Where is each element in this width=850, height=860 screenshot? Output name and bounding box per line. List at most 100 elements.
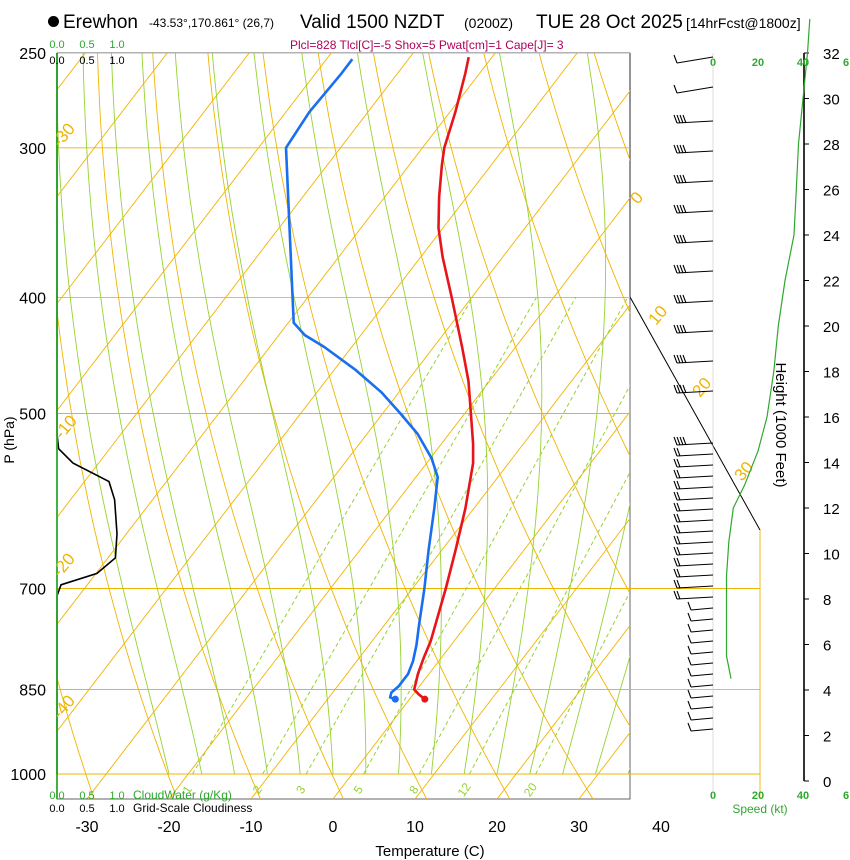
dry-adiabat-line — [538, 53, 630, 314]
wind-barb — [687, 667, 714, 677]
wind-barb-flag — [673, 174, 678, 184]
wind-barb — [673, 447, 714, 457]
cloudwater-tick-bottom: 0.5 — [79, 790, 94, 802]
dewpoint-surface-point — [391, 695, 399, 703]
moist-adiabat-line — [422, 53, 489, 775]
pressure-tick-label: 250 — [19, 46, 46, 63]
height-tick-label: 28 — [823, 137, 840, 154]
wind-barb — [687, 645, 714, 655]
wind-barb-flag — [687, 634, 692, 644]
wind-barb-flag — [676, 324, 681, 334]
wind-barb-flag — [682, 234, 687, 244]
wind-barb-flag — [679, 144, 684, 154]
wind-barb-flag — [676, 469, 681, 479]
wind-barb-flag — [676, 579, 681, 589]
wind-barb-shaft — [676, 541, 714, 545]
speed-tick-top: 20 — [752, 57, 764, 69]
temperature-tick-label: 20 — [488, 819, 506, 836]
mixing-ratio-line — [469, 471, 630, 775]
wind-barb-flag — [676, 234, 681, 244]
pressure-tick-label: 1000 — [10, 767, 46, 784]
wind-barb-shaft — [690, 618, 714, 622]
wind-barb-flag — [676, 436, 681, 446]
wind-barb-shaft — [690, 706, 714, 710]
temperature-surface-point — [421, 695, 429, 703]
pressure-tick-label: 500 — [19, 407, 46, 424]
isotherm-line — [57, 53, 250, 305]
wind-barb-flag — [676, 264, 681, 274]
wind-barb — [673, 324, 714, 334]
speed-axis-title: Speed (kt) — [732, 802, 787, 816]
moist-adiabat-line — [627, 766, 630, 775]
wind-barb-flag — [673, 480, 678, 490]
wind-barb-shaft — [676, 530, 714, 534]
cloudiness-axis-title: Grid-Scale Cloudiness — [133, 801, 252, 815]
wind-barb-flag — [673, 384, 678, 394]
wind-barb — [673, 294, 714, 304]
wind-barb-flag — [673, 524, 678, 534]
wind-barb-flag — [687, 711, 692, 721]
wind-barb-shaft — [690, 717, 714, 721]
mixing-ratio-line — [262, 297, 537, 775]
height-tick-label: 20 — [823, 319, 840, 336]
isotherm-line — [250, 304, 630, 799]
wind-barb-flag — [687, 612, 692, 622]
wind-barb-flag — [679, 324, 684, 334]
wind-barb-shaft — [676, 464, 714, 468]
cloudiness-tick-bottom: 0.5 — [79, 803, 94, 815]
wind-barb-flag — [676, 174, 681, 184]
dry-adiabat-line — [0, 32, 11, 800]
dewpoint-profile — [284, 58, 439, 701]
wind-barb-flag — [682, 174, 687, 184]
wind-barb — [687, 601, 714, 611]
wind-barb-flag — [682, 354, 687, 364]
wind-barb-flag — [676, 447, 681, 457]
wind-barb-flag — [673, 447, 678, 457]
wind-barb-flag — [687, 645, 692, 655]
height-tick-label: 10 — [823, 547, 840, 564]
dry-adiabat-line — [372, 53, 630, 728]
wind-barb-flag — [682, 436, 687, 446]
wind-barb — [687, 700, 714, 710]
wind-barb-flag — [682, 324, 687, 334]
wind-barb-flag — [687, 678, 692, 688]
pressure-axis-title: P (hPa) — [1, 416, 17, 463]
temperature-axis-title: Temperature (C) — [375, 843, 484, 860]
wind-barb — [687, 711, 714, 721]
wind-barb — [673, 54, 714, 64]
wind-barb — [673, 590, 714, 600]
temperature-tick-label: 10 — [406, 819, 424, 836]
moist-adiabat-line — [356, 53, 442, 775]
pressure-tick-label: 300 — [19, 141, 46, 158]
pressure-tick-label: 400 — [19, 290, 46, 307]
temperature-tick-label: 30 — [570, 819, 588, 836]
cloudwater-tick-bottom: 1.0 — [109, 790, 124, 802]
wind-barb — [673, 513, 714, 523]
height-tick-label: 8 — [823, 592, 831, 609]
wind-barb-flag — [679, 114, 684, 124]
wind-barb-shaft — [690, 728, 714, 732]
wind-barb-shaft — [676, 552, 714, 556]
wind-barb-shaft — [690, 651, 714, 655]
height-tick-label: 16 — [823, 410, 840, 427]
dry-adiabat-line — [57, 307, 178, 799]
cloudwater-tick-bottom: 0.0 — [49, 790, 64, 802]
pressure-tick-label: 700 — [19, 581, 46, 598]
wind-barb-flag — [687, 722, 692, 732]
wind-barb — [673, 354, 714, 364]
wind-speed-profile — [725, 18, 811, 679]
height-tick-label: 2 — [823, 729, 831, 746]
moist-adiabat-line — [529, 53, 607, 775]
plot-frame — [56, 52, 631, 800]
height-tick-label: 30 — [823, 92, 840, 109]
wind-barb-flag — [676, 568, 681, 578]
height-tick-label: 32 — [823, 46, 840, 63]
wind-barb-flag — [673, 114, 678, 124]
height-tick-label: 18 — [823, 365, 840, 382]
tropopause-boundary — [629, 296, 761, 531]
wind-barb-flag — [673, 324, 678, 334]
isotherm-line — [86, 90, 630, 799]
wind-barb-shaft — [676, 486, 714, 490]
speed-tick-top: 6 — [843, 57, 849, 69]
